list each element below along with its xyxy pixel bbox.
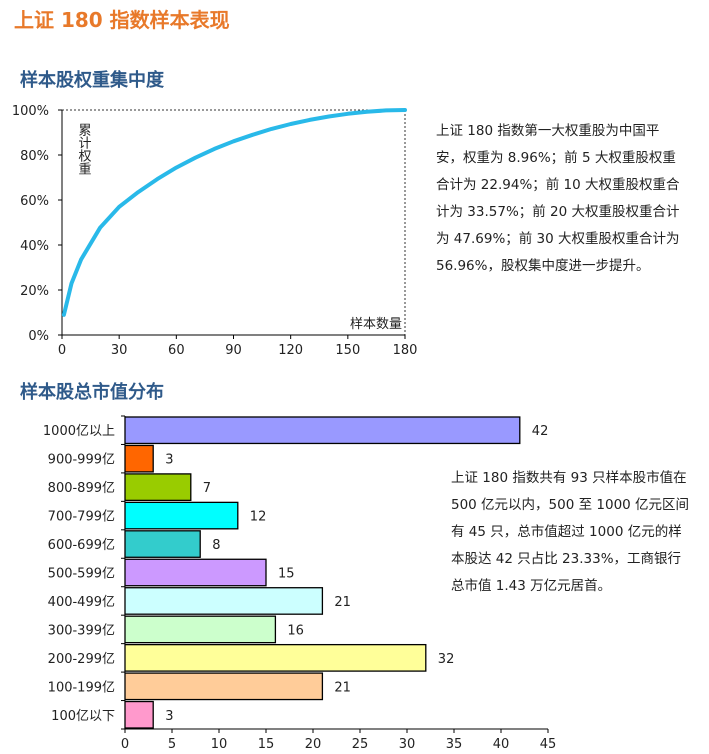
cumulative-weight-point bbox=[365, 110, 369, 114]
data-label: 42 bbox=[532, 424, 549, 439]
cumulative-weight-point bbox=[289, 122, 293, 126]
data-label: 16 bbox=[287, 623, 304, 638]
category-label: 200-299亿 bbox=[48, 652, 115, 667]
bar bbox=[124, 700, 154, 729]
x-tick-label: 0 bbox=[58, 343, 66, 358]
data-label: 3 bbox=[165, 453, 173, 468]
x-tick-label: 5 bbox=[168, 737, 176, 752]
x-tick-label: 10 bbox=[211, 737, 228, 752]
x-tick-label: 15 bbox=[258, 737, 275, 752]
x-tick-label: 90 bbox=[225, 343, 242, 358]
cumulative-weight-point bbox=[79, 257, 83, 262]
category-label: 1000亿以上 bbox=[43, 424, 115, 439]
category-label: 100亿以下 bbox=[51, 709, 115, 724]
x-tick-label: 45 bbox=[540, 737, 557, 752]
bar bbox=[124, 473, 192, 502]
bar bbox=[124, 530, 201, 558]
category-label: 900-999亿 bbox=[48, 453, 115, 468]
category-label: 100-199亿 bbox=[48, 680, 115, 695]
cumulative-weight-point bbox=[136, 190, 140, 194]
market-cap-description-line: 上证 180 指数共有 93 只样本股市值在 bbox=[451, 470, 687, 486]
cumulative-weight-point bbox=[384, 108, 388, 113]
cumulative-weight-point bbox=[155, 177, 159, 181]
bar bbox=[124, 672, 324, 701]
category-label: 800-899亿 bbox=[48, 481, 115, 496]
cumulative-weight-point bbox=[62, 313, 66, 317]
cumulative-weight-point bbox=[231, 139, 236, 143]
section-heading-weight-concentration: 样本股权重集中度 bbox=[20, 70, 164, 91]
y-tick-label: 100% bbox=[12, 104, 49, 119]
x-tick-label: 40 bbox=[493, 737, 510, 752]
data-label: 12 bbox=[250, 510, 267, 525]
cumulative-weight-line-chart: 0% 20% 40% 60% 80% 100% 0 30 60 90 120 150 180 累计权重样本… bbox=[12, 104, 418, 358]
cumulative-weight-point bbox=[270, 127, 274, 131]
y-axis-label: 累计权重 bbox=[76, 123, 92, 175]
x-tick-label: 120 bbox=[278, 343, 303, 358]
market-cap-description: 上证 180 指数共有 93 只样本股市值在 500 亿元以内，500 至 10… bbox=[451, 465, 703, 600]
cumulative-weight-point bbox=[346, 112, 350, 116]
data-label: 7 bbox=[203, 481, 211, 496]
cumulative-weight-series-line bbox=[61, 108, 407, 317]
bar bbox=[124, 587, 324, 615]
weight-description-line: 安，权重为 8.96%；前 5 大权重股权重 bbox=[436, 150, 676, 166]
market-cap-description-line: 本股达 42 只占比 23.33%，工商银行 bbox=[451, 551, 682, 567]
cumulative-weight-point bbox=[308, 118, 312, 122]
weight-description-line: 为 47.69%；前 30 大权重股权重合计为 bbox=[436, 231, 680, 247]
weight-description-line: 56.96%，股权集中度进一步提升。 bbox=[436, 258, 650, 274]
cumulative-weight-point bbox=[212, 147, 217, 151]
x-axis-label: 样本数量 bbox=[350, 317, 402, 332]
bar bbox=[124, 444, 154, 473]
y-tick-label: 60% bbox=[20, 194, 49, 209]
bar bbox=[124, 558, 267, 587]
y-tick-label: 20% bbox=[20, 284, 49, 299]
cumulative-weight-point bbox=[193, 156, 197, 160]
x-tick-label: 150 bbox=[335, 343, 360, 358]
bar bbox=[124, 643, 427, 672]
bar bbox=[124, 501, 239, 530]
category-label: 700-799亿 bbox=[48, 510, 115, 525]
weight-description-line: 合计为 22.94%；前 10 大权重股权重合 bbox=[436, 177, 680, 193]
weight-description-line: 计为 33.57%；前 20 大权重股权重合计 bbox=[436, 204, 680, 220]
category-label: 600-699亿 bbox=[48, 538, 115, 553]
category-label: 300-399亿 bbox=[48, 623, 115, 638]
x-tick-label: 60 bbox=[168, 343, 185, 358]
x-tick-label: 25 bbox=[352, 737, 369, 752]
category-label: 500-599亿 bbox=[48, 567, 115, 582]
x-tick-label: 0 bbox=[121, 737, 129, 752]
x-tick-label: 180 bbox=[393, 343, 418, 358]
cumulative-weight-point bbox=[327, 114, 331, 119]
cumulative-weight-point bbox=[117, 205, 121, 209]
page-title: 上证 180 指数样本表现 bbox=[14, 8, 230, 32]
y-tick-label: 80% bbox=[20, 149, 49, 164]
data-label: 21 bbox=[334, 595, 351, 610]
data-label: 3 bbox=[165, 709, 173, 724]
cumulative-weight-point bbox=[174, 166, 178, 170]
market-cap-description-line: 500 亿元以内，500 至 1000 亿元区间 bbox=[451, 497, 690, 513]
cumulative-weight-point bbox=[250, 133, 255, 137]
cumulative-weight-point bbox=[69, 281, 74, 285]
bar bbox=[124, 416, 521, 445]
cumulative-weight-point bbox=[403, 108, 407, 112]
weight-description: 上证 180 指数第一大权重股为中国平 安，权重为 8.96%；前 5 大权重股… bbox=[436, 118, 704, 280]
section-heading-market-cap: 样本股总市值分布 bbox=[20, 382, 164, 403]
cumulative-weight-point bbox=[98, 226, 102, 230]
data-label: 21 bbox=[334, 680, 351, 695]
market-cap-description-line: 有 45 只，总市值超过 1000 亿元的样 bbox=[451, 524, 682, 540]
x-tick-label: 20 bbox=[305, 737, 322, 752]
data-label: 8 bbox=[212, 538, 220, 553]
x-tick-label: 30 bbox=[111, 343, 128, 358]
y-tick-label: 0% bbox=[28, 329, 49, 344]
x-tick-label: 35 bbox=[446, 737, 463, 752]
weight-description-line: 上证 180 指数第一大权重股为中国平 bbox=[436, 123, 660, 139]
y-tick-label: 40% bbox=[20, 239, 49, 254]
data-label: 15 bbox=[278, 567, 295, 582]
x-tick-label: 30 bbox=[399, 737, 416, 752]
data-label: 32 bbox=[438, 652, 455, 667]
bar bbox=[124, 615, 277, 644]
market-cap-description-line: 总市值 1.43 万亿元居首。 bbox=[451, 578, 612, 594]
market-cap-bar-chart: 1000亿以上 42 900-999亿 3 800-899亿 7 700-799亿 12 600… bbox=[43, 415, 557, 752]
category-label: 400-499亿 bbox=[48, 595, 115, 610]
